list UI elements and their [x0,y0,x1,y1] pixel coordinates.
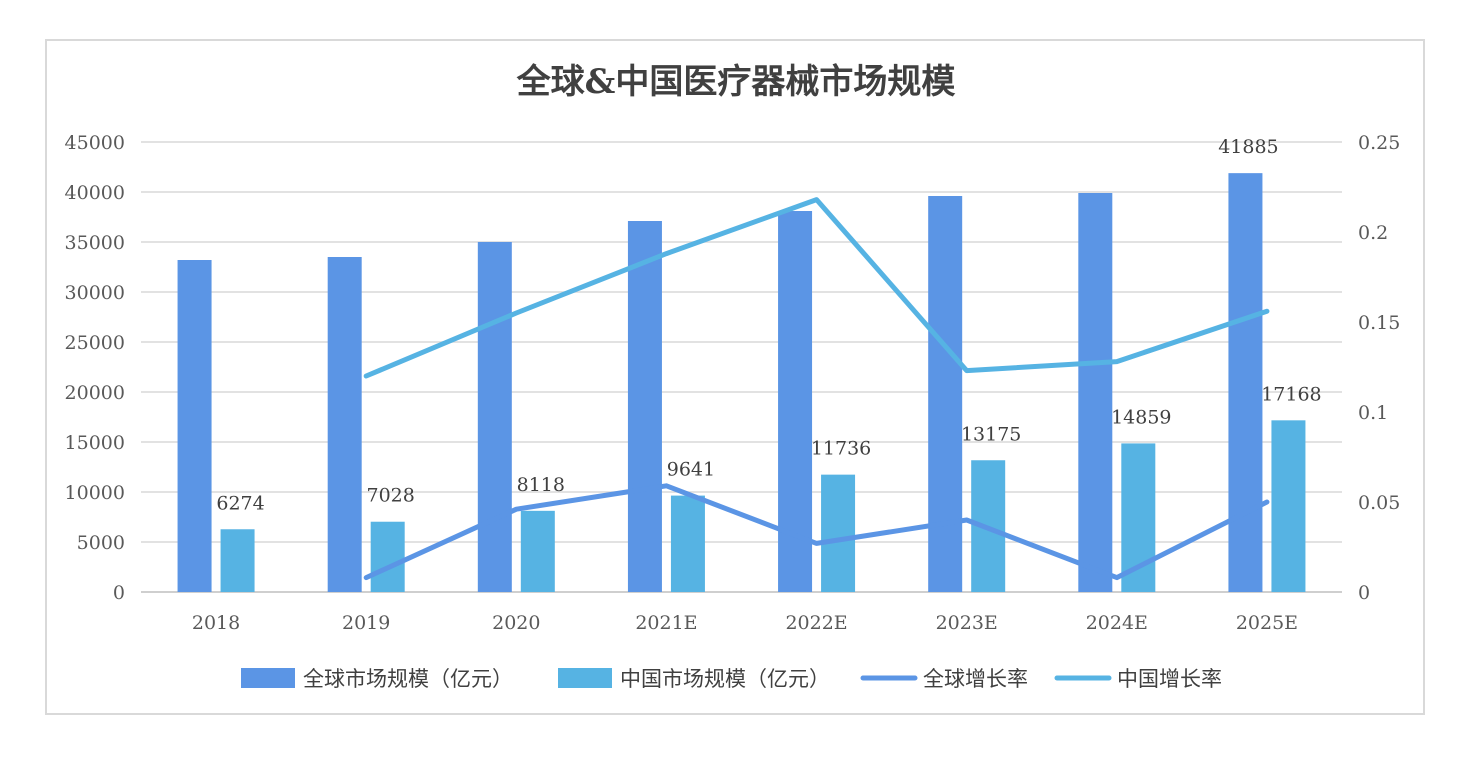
y-left-tick-label: 35000 [65,232,125,254]
y-left-tick-label: 10000 [65,482,125,504]
data-label: 41885 [1218,136,1278,158]
bar [370,521,405,592]
data-label: 6274 [216,492,264,514]
chart-title: 全球&中国医疗器械市场规模 [516,62,956,102]
x-tick-label: 2025E [1236,612,1298,634]
bar [821,474,856,592]
bar [220,529,255,592]
bar [670,495,705,592]
data-label: 11736 [811,438,871,460]
gridlines [141,141,1342,593]
y-left-tick-label: 45000 [65,132,125,154]
legend-swatch [241,668,295,688]
bar [1271,420,1306,592]
y-left-tick-label: 5000 [77,532,125,554]
series-line [363,197,1270,379]
chart-frame [45,39,1425,715]
series-line [363,483,1270,581]
x-tick-label: 2021E [635,612,697,634]
legend-label: 全球增长率 [923,667,1028,691]
y-left-tick-label: 15000 [65,432,125,454]
y-right-tick-label: 0 [1358,582,1370,604]
bar [928,196,963,592]
y-right-tick-label: 0.05 [1358,492,1400,514]
bar-series-group [177,173,1306,592]
y-left-tick-label: 40000 [65,182,125,204]
data-labels-group: 41885 6274 7028 8118 9641 11736 13175 14859 1716… [216,136,1321,514]
y-right-tick-label: 0.2 [1358,222,1388,244]
data-label: 7028 [367,485,415,507]
y-left-tick-label: 20000 [65,382,125,404]
x-tick-label: 2022E [785,612,847,634]
bar [327,257,362,592]
data-label: 17168 [1261,383,1321,405]
legend-label: 全球市场规模（亿元） [303,667,513,691]
y-right-tick-label: 0.15 [1358,312,1400,334]
line-series-group [363,197,1270,581]
y-left-tick-label: 25000 [65,332,125,354]
y-left-tick-label: 30000 [65,282,125,304]
data-label: 9641 [667,459,715,481]
bar [1228,173,1263,592]
data-label: 14859 [1111,406,1171,428]
bar [1121,443,1156,592]
x-tick-label: 2020 [492,612,540,634]
x-tick-label: 2023E [936,612,998,634]
data-label: 8118 [517,474,565,496]
x-tick-label: 2018 [192,612,240,634]
axis-tick-labels: 0 5000 10000 15000 20000 25000 30000 35000 40000… [65,132,1401,634]
legend: 全球市场规模（亿元） 中国市场规模（亿元） 全球增长率 中国增长率 [241,667,1222,691]
y-left-tick-label: 0 [113,582,125,604]
legend-label: 中国市场规模（亿元） [620,667,830,691]
bar [1078,193,1113,592]
legend-label: 中国增长率 [1117,667,1222,691]
legend-swatch [558,668,612,688]
bar [477,242,512,592]
y-right-tick-label: 0.1 [1358,402,1388,424]
bar [520,510,555,592]
y-right-tick-label: 0.25 [1358,132,1400,154]
data-label: 13175 [961,423,1021,445]
bar [177,260,212,592]
bar [627,221,662,592]
x-tick-label: 2019 [342,612,390,634]
x-tick-label: 2024E [1086,612,1148,634]
